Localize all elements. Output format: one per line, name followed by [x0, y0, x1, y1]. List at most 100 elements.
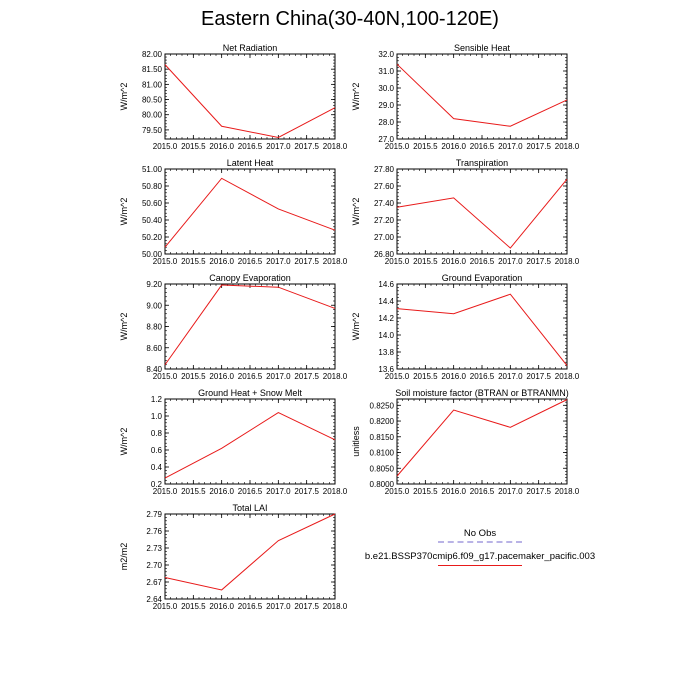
y-tick-label: 0.8200: [370, 417, 395, 426]
x-tick-label: 2015.5: [181, 257, 206, 266]
y-tick-label: 51.00: [142, 165, 163, 174]
x-tick-label: 2016.5: [470, 142, 495, 151]
x-tick-label: 2016.5: [470, 487, 495, 496]
panel-2: Sensible Heat W/m^2 2015.0 2015.5 2016.0 2016…: [351, 43, 580, 151]
y-axis-label: W/m^2: [351, 83, 361, 111]
y-tick-label: 26.80: [374, 250, 395, 259]
y-tick-label: 50.60: [142, 199, 163, 208]
y-tick-label: 14.6: [378, 280, 394, 289]
x-tick-label: 2015.5: [413, 142, 438, 151]
legend-model-label: b.e21.BSSP370cmip6.f09_g17.pacemaker_pac…: [364, 551, 596, 562]
x-tick-label: 2015.0: [385, 142, 410, 151]
y-tick-label: 79.50: [142, 126, 163, 135]
y-tick-label: 14.2: [378, 314, 394, 323]
y-tick-label: 2.67: [146, 578, 162, 587]
y-tick-label: 14.0: [378, 331, 394, 340]
x-tick-label: 2016.5: [470, 372, 495, 381]
y-tick-label: 0.8150: [370, 433, 395, 442]
y-tick-label: 27.0: [378, 135, 394, 144]
x-tick-label: 2015.0: [153, 602, 178, 611]
y-tick-label: 82.00: [142, 50, 163, 59]
plot-frame: [164, 398, 336, 485]
x-tick-label: 2016.5: [238, 142, 263, 151]
x-tick-label: 2016.0: [441, 142, 466, 151]
x-tick-label: 2018.0: [323, 257, 348, 266]
panel-title: Sensible Heat: [454, 43, 511, 53]
panel-8: Soil moisture factor (BTRAN or BTRANMN) u…: [351, 388, 580, 496]
y-tick-label: 8.40: [146, 365, 162, 374]
panel-title: Total LAI: [232, 503, 267, 513]
x-tick-label: 2015.0: [153, 257, 178, 266]
plot-frame: [164, 168, 336, 255]
series-line: [164, 177, 336, 248]
x-tick-label: 2017.5: [294, 602, 319, 611]
panel-title: Ground Heat + Snow Melt: [198, 388, 302, 398]
panel-title: Transpiration: [456, 158, 508, 168]
y-tick-label: 1.2: [151, 395, 163, 404]
y-tick-label: 2.73: [146, 544, 162, 553]
y-tick-label: 50.20: [142, 233, 163, 242]
y-axis-label: W/m^2: [351, 198, 361, 226]
x-tick-label: 2015.5: [413, 372, 438, 381]
x-tick-label: 2018.0: [555, 142, 580, 151]
plot-frame: [396, 283, 568, 370]
x-tick-label: 2017.5: [294, 372, 319, 381]
y-tick-label: 50.80: [142, 182, 163, 191]
y-tick-label: 1.0: [151, 412, 163, 421]
x-tick-label: 2017.5: [526, 142, 551, 151]
x-tick-label: 2018.0: [555, 257, 580, 266]
x-tick-label: 2018.0: [555, 372, 580, 381]
x-tick-label: 2016.0: [209, 372, 234, 381]
x-tick-label: 2017.0: [498, 142, 523, 151]
x-tick-label: 2017.5: [294, 487, 319, 496]
y-tick-label: 27.00: [374, 233, 395, 242]
panel-title: Net Radiation: [223, 43, 278, 53]
series-line: [164, 412, 336, 479]
y-tick-label: 0.6: [151, 446, 163, 455]
plot-frame: [164, 513, 336, 600]
x-tick-label: 2016.0: [209, 487, 234, 496]
y-tick-label: 2.64: [146, 595, 162, 604]
y-tick-label: 80.00: [142, 111, 163, 120]
y-tick-label: 31.0: [378, 67, 394, 76]
x-tick-label: 2017.5: [294, 142, 319, 151]
y-tick-label: 27.80: [374, 165, 395, 174]
panel-4: Transpiration W/m^2 2015.0 2015.5 2016.0 2016…: [351, 158, 580, 266]
x-tick-label: 2015.5: [413, 487, 438, 496]
legend: No Obs b.e21.BSSP370cmip6.f09_g17.pacema…: [360, 528, 600, 566]
x-tick-label: 2017.5: [294, 257, 319, 266]
x-tick-label: 2017.0: [498, 487, 523, 496]
y-tick-label: 8.60: [146, 344, 162, 353]
x-tick-label: 2016.0: [209, 602, 234, 611]
series-line: [164, 513, 336, 591]
y-tick-label: 80.50: [142, 96, 163, 105]
y-tick-label: 9.00: [146, 301, 162, 310]
y-tick-label: 81.00: [142, 80, 163, 89]
panel-title: Ground Evaporation: [442, 273, 523, 283]
y-tick-label: 2.76: [146, 527, 162, 536]
y-tick-label: 2.70: [146, 561, 162, 570]
x-tick-label: 2015.5: [181, 142, 206, 151]
x-tick-label: 2016.0: [209, 142, 234, 151]
x-tick-label: 2017.0: [498, 257, 523, 266]
x-tick-label: 2016.5: [238, 372, 263, 381]
x-tick-label: 2015.0: [385, 257, 410, 266]
x-tick-label: 2017.0: [498, 372, 523, 381]
y-tick-label: 2.79: [146, 510, 162, 519]
y-tick-label: 27.60: [374, 182, 395, 191]
plot-frame: [164, 53, 336, 140]
y-tick-label: 27.20: [374, 216, 395, 225]
x-tick-label: 2016.5: [470, 257, 495, 266]
x-tick-label: 2015.5: [181, 487, 206, 496]
y-tick-label: 0.2: [151, 480, 163, 489]
panel-title: Latent Heat: [227, 158, 274, 168]
panel-7: Ground Heat + Snow Melt W/m^2 2015.0 2015.5…: [119, 388, 348, 496]
plot-frame: [164, 283, 336, 370]
x-tick-label: 2017.0: [266, 372, 291, 381]
x-tick-label: 2015.0: [153, 372, 178, 381]
plot-frame: [396, 53, 568, 140]
series-line: [164, 284, 336, 366]
